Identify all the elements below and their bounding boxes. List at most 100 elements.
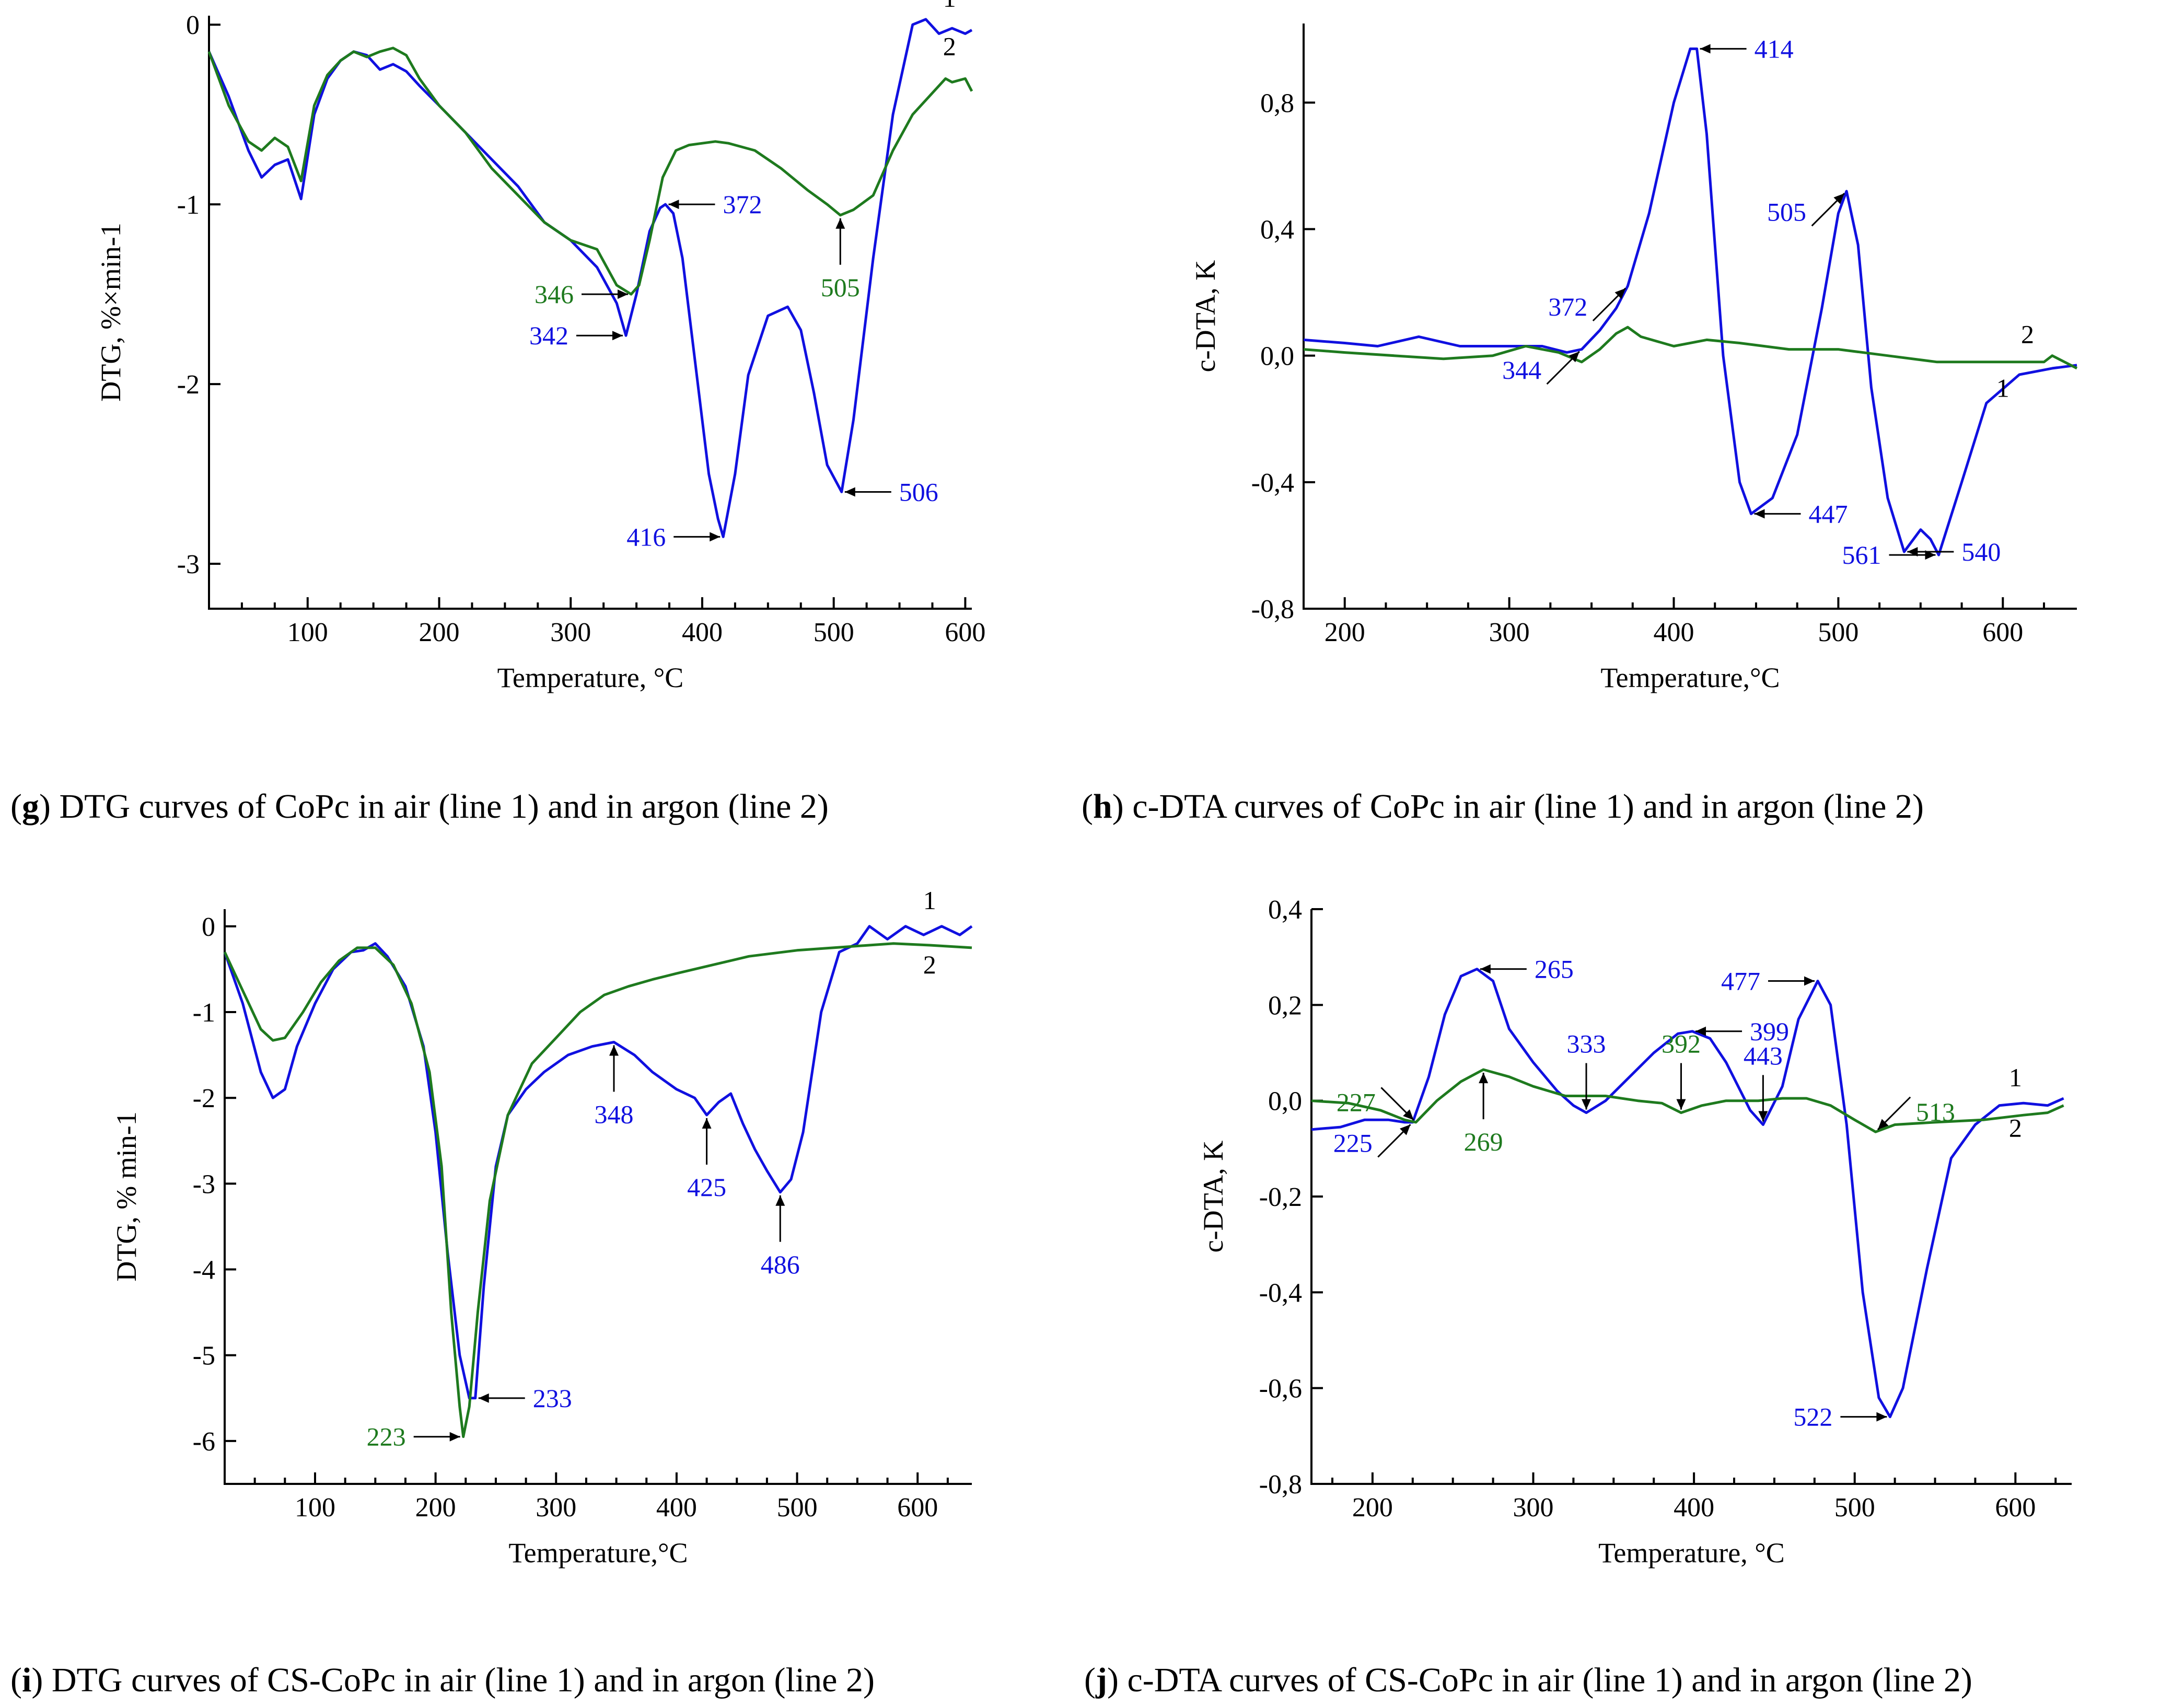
chart-i-annotation-label-348: 348: [594, 1099, 633, 1129]
chart-g-annotation-label-416: 416: [626, 522, 666, 551]
chart-i-ylabel: DTG, % min-1: [111, 1111, 142, 1281]
chart-j-annotation-label-333: 333: [1567, 1029, 1606, 1059]
caption-h: (h) c-DTA curves of CoPc in air (line 1)…: [1082, 787, 1924, 826]
chart-h: 200 300 400 500 600 0,8 0,4 0,0 -0,4 -0,8 Temperat…: [1190, 24, 2078, 693]
chart-i-ytick-label-6: -6: [193, 1427, 215, 1457]
chart-i-xlabel: Temperature,°C: [508, 1537, 688, 1569]
chart-g-ytick-label-0: 0: [186, 10, 200, 40]
chart-j-ytick-label-4: -0,4: [1259, 1278, 1302, 1308]
chart-j-ytick-label-0: 0,4: [1268, 895, 1302, 925]
chart-h-ytick-label-0: 0,8: [1260, 88, 1294, 118]
chart-h-ytick-label-2: 0,0: [1260, 342, 1294, 371]
chart-h-xtick-label-600: 600: [1982, 618, 2023, 647]
chart-h-annotation-arrowhead-505: [1833, 193, 1844, 204]
chart-g-ytick-label-1: -1: [177, 190, 200, 220]
chart-g-series-line-2: [207, 47, 973, 296]
chart-i-ytick-label-0: 0: [202, 912, 215, 942]
chart-h-line-label-2: 2: [2021, 319, 2034, 349]
caption-i-letter: i: [22, 1661, 31, 1699]
chart-j-annotation-label-513: 513: [1916, 1097, 1955, 1127]
chart-h-annotation-arrowhead-447: [1754, 509, 1765, 519]
chart-j-annotation-label-399: 399: [1750, 1017, 1789, 1046]
chart-g-annotation-label-342: 342: [529, 321, 568, 350]
caption-j-text: c-DTA curves of CS-CoPc in air (line 1) …: [1119, 1661, 1972, 1699]
chart-g-xtick-label-300: 300: [550, 618, 591, 647]
chart-g-annotation-arrowhead-416: [710, 532, 721, 542]
chart-h-annotation-label-344: 344: [1502, 355, 1541, 385]
chart-j-annotation-label-269: 269: [1464, 1127, 1503, 1156]
chart-j-line-label-1: 1: [2009, 1063, 2022, 1092]
chart-h-annotation-label-447: 447: [1809, 499, 1848, 528]
chart-i-annotation-arrowhead-223: [449, 1432, 460, 1442]
chart-j-annotation-arrowhead-333: [1582, 1099, 1591, 1110]
chart-i-xtick-label-600: 600: [897, 1493, 938, 1523]
chart-j-annotation-arrowhead-477: [1804, 976, 1815, 986]
chart-j-xtick-label-500: 500: [1834, 1493, 1875, 1523]
chart-i-annotation-label-223: 223: [367, 1422, 406, 1451]
chart-i-xtick-label-200: 200: [415, 1493, 456, 1523]
chart-j-ytick-label-6: -0,8: [1259, 1470, 1302, 1500]
chart-j-annotation-label-443: 443: [1744, 1041, 1783, 1071]
chart-h-ytick-label-4: -0,8: [1251, 595, 1294, 624]
chart-g-annotation-arrowhead-506: [844, 487, 855, 497]
chart-i-xtick-label-300: 300: [536, 1493, 576, 1523]
chart-i-annotation-label-425: 425: [687, 1172, 726, 1202]
chart-i-annotation-arrowhead-233: [478, 1393, 489, 1403]
chart-h-series-line-2: [1303, 326, 2078, 370]
caption-g-letter: g: [22, 787, 39, 826]
chart-j-xtick-label-400: 400: [1674, 1493, 1714, 1523]
chart-h-annotation-label-372: 372: [1548, 292, 1587, 321]
chart-g-line-label-2: 2: [943, 32, 956, 61]
chart-g-ytick-label-3: -3: [177, 550, 200, 579]
chart-g-annotation-arrowhead-372: [668, 200, 679, 210]
chart-i-annotation-label-233: 233: [533, 1384, 572, 1413]
chart-j-annotation-label-265: 265: [1535, 955, 1574, 984]
chart-h-annotation-arrowhead-540: [1907, 547, 1918, 557]
chart-g-annotation-label-372: 372: [723, 190, 762, 219]
chart-h-xtick-label-500: 500: [1818, 618, 1858, 647]
chart-g-xtick-label-600: 600: [945, 618, 985, 647]
chart-i-ytick-label-2: -2: [193, 1084, 215, 1113]
chart-j-series-line-1: [1311, 968, 2064, 1419]
chart-j-annotation-arrowhead-269: [1479, 1073, 1489, 1084]
chart-j-annotation-arrowhead-522: [1876, 1412, 1887, 1422]
caption-i: (i) DTG curves of CS-CoPc in air (line 1…: [10, 1661, 875, 1699]
chart-h-annotation-label-505: 505: [1767, 197, 1806, 226]
caption-g-text: DTG curves of CoPc in air (line 1) and i…: [51, 787, 829, 826]
chart-j-xlabel: Temperature, °C: [1598, 1537, 1785, 1569]
chart-j-xtick-label-600: 600: [1995, 1493, 2036, 1523]
caption-j: (j) c-DTA curves of CS-CoPc in air (line…: [1084, 1661, 1972, 1699]
chart-g-line-label-1: 1: [943, 0, 956, 13]
chart-h-annotation-arrowhead-414: [1700, 44, 1711, 54]
chart-g-ytick-label-2: -2: [177, 370, 200, 400]
caption-h-text: c-DTA curves of CoPc in air (line 1) and…: [1124, 787, 1924, 826]
chart-g-annotation-arrowhead-505: [835, 218, 845, 229]
caption-h-letter: h: [1093, 787, 1112, 826]
chart-i-annotation-label-486: 486: [761, 1250, 800, 1279]
chart-h-ytick-label-1: 0,4: [1260, 215, 1294, 245]
chart-i-line-label-2: 2: [923, 950, 936, 979]
chart-g-annotation-label-505: 505: [821, 273, 860, 302]
chart-j-annotation-arrowhead-399: [1695, 1026, 1706, 1036]
caption-j-letter: j: [1095, 1661, 1107, 1699]
chart-h-annotation-label-540: 540: [1961, 537, 2001, 566]
chart-g-annotation-arrowhead-342: [612, 331, 623, 341]
chart-g-annotation-label-506: 506: [899, 477, 938, 506]
chart-i-annotation-arrowhead-425: [702, 1118, 712, 1129]
chart-j-annotation-label-227: 227: [1337, 1087, 1376, 1117]
chart-j-annotation-arrowhead-513: [1877, 1119, 1889, 1130]
chart-j-ytick-label-1: 0,2: [1268, 991, 1302, 1020]
chart-h-annotation-label-414: 414: [1755, 34, 1794, 63]
chart-i-xtick-label-400: 400: [656, 1493, 697, 1523]
chart-j-ytick-label-2: 0,0: [1268, 1087, 1302, 1117]
chart-j-annotation-arrowhead-225: [1400, 1124, 1411, 1135]
chart-g-xlabel: Temperature, °C: [497, 662, 684, 693]
chart-h-annotation-label-561: 561: [1842, 540, 1881, 570]
chart-h-series-line-1: [1303, 47, 2077, 556]
chart-h-line-label-1: 1: [1996, 373, 2009, 402]
chart-i-annotation-arrowhead-348: [609, 1045, 619, 1056]
chart-g-ylabel: DTG, %×min-1: [95, 223, 126, 401]
chart-h-annotation-arrowhead-372: [1614, 288, 1626, 299]
chart-g-xtick-label-500: 500: [814, 618, 854, 647]
